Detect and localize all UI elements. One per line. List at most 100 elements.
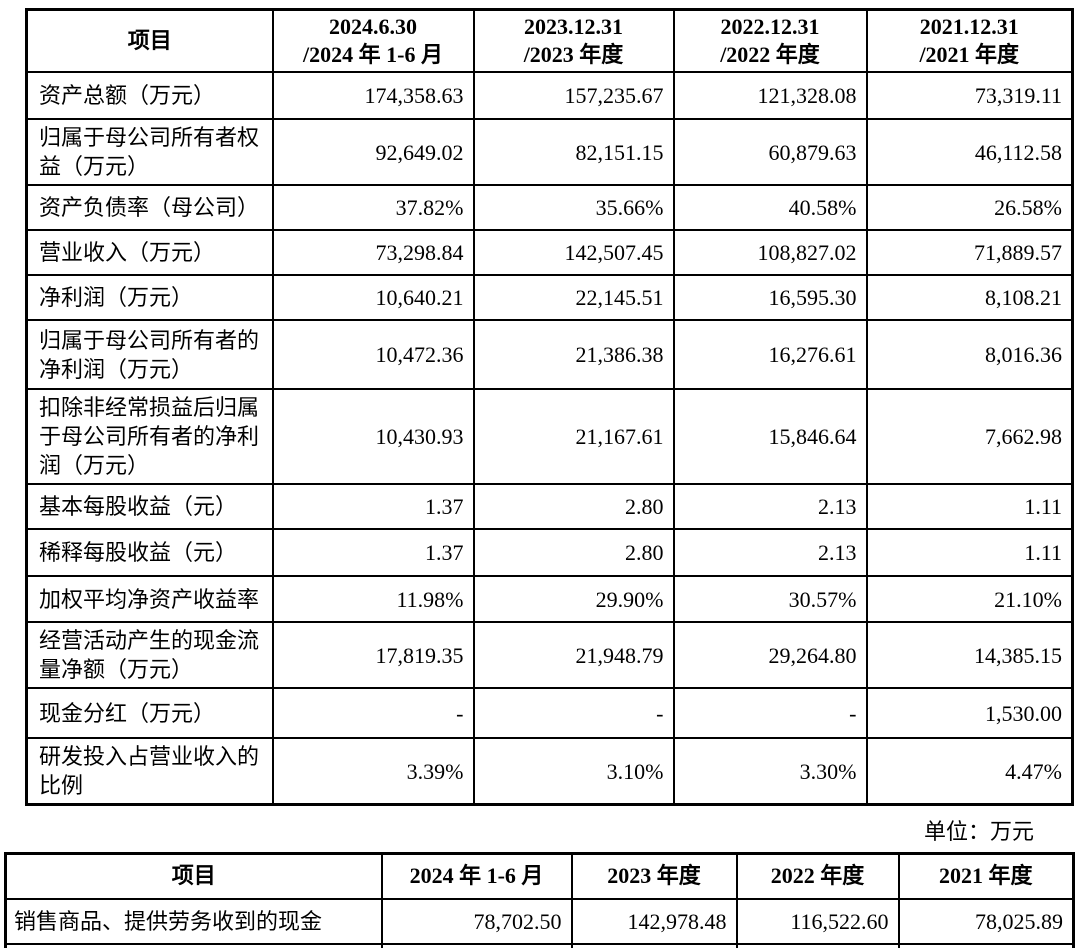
table-row: 研发投入占营业收入的比例 3.39% 3.10% 3.30% 4.47% xyxy=(25,737,1074,806)
value-cell xyxy=(897,942,1075,948)
row-label: 销售商品、提供劳务收到的现金 xyxy=(4,897,383,945)
period-date: 2023.12.31 xyxy=(524,14,623,39)
table-row: 归属于母公司所有者的净利润（万元） 10,472.36 21,386.38 16… xyxy=(25,319,1074,390)
column-header-period-2023: 2023 年度 xyxy=(570,852,738,900)
column-header-period-2021: 2021 年度 xyxy=(897,852,1075,900)
value-cell: 121,328.08 xyxy=(672,71,868,120)
value-cell: 10,472.36 xyxy=(271,319,475,390)
table-row: 经营活动产生的现金流量净额（万元） 17,819.35 21,948.79 29… xyxy=(25,621,1074,689)
value-cell: 1.37 xyxy=(271,528,475,577)
period-range: /2023 年度 xyxy=(523,42,624,67)
row-label: 资产总额（万元） xyxy=(25,71,274,120)
column-header-period-2022: 2022 年度 xyxy=(735,852,900,900)
table-row: 扣除非经常损益后归属于母公司所有者的净利润（万元） 10,430.93 21,1… xyxy=(25,388,1074,485)
value-cell: 4.47% xyxy=(865,737,1074,806)
cash-receipts-table: 项目 2024 年 1-6 月 2023 年度 2022 年度 2021 年度 … xyxy=(4,852,1075,948)
value-cell: 29,264.80 xyxy=(672,621,868,689)
value-cell: 82,151.15 xyxy=(472,118,675,186)
period-range: /2024 年 1-6 月 xyxy=(303,42,443,67)
value-cell: 2.80 xyxy=(472,528,675,577)
row-label: 归属于母公司所有者的净利润（万元） xyxy=(25,319,274,390)
value-cell: 21,948.79 xyxy=(472,621,675,689)
table-row: 资产总额（万元） 174,358.63 157,235.67 121,328.0… xyxy=(25,71,1074,120)
value-cell: 3.10% xyxy=(472,737,675,806)
value-cell: 2.80 xyxy=(472,483,675,530)
row-label: 归属于母公司所有者权益（万元） xyxy=(25,118,274,186)
table-row: 基本每股收益（元） 1.37 2.80 2.13 1.11 xyxy=(25,483,1074,530)
value-cell: 108,827.02 xyxy=(672,229,868,276)
value-cell: 71,889.57 xyxy=(865,229,1074,276)
value-cell: 7,662.98 xyxy=(865,388,1074,485)
value-cell: - xyxy=(672,687,868,739)
table-row: 归属于母公司所有者权益（万元） 92,649.02 82,151.15 60,8… xyxy=(25,118,1074,186)
column-header-item: 项目 xyxy=(25,8,274,73)
period-date: 2022.12.31 xyxy=(720,14,820,39)
value-cell: 46,112.58 xyxy=(865,118,1074,186)
value-cell: 78,025.89 xyxy=(897,897,1075,945)
value-cell: 22,145.51 xyxy=(472,274,675,321)
value-cell: 8,108.21 xyxy=(865,274,1074,321)
row-label: 基本每股收益（元） xyxy=(25,483,274,530)
value-cell: 1.37 xyxy=(271,483,475,530)
value-cell: 174,358.63 xyxy=(271,71,475,120)
table-row: 现金分红（万元） - - - 1,530.00 xyxy=(25,687,1074,739)
table-row: 资产负债率（母公司） 37.82% 35.66% 40.58% 26.58% xyxy=(25,184,1074,231)
table-row: 稀释每股收益（元） 1.37 2.80 2.13 1.11 xyxy=(25,528,1074,577)
value-cell: 16,276.61 xyxy=(672,319,868,390)
value-cell: 37.82% xyxy=(271,184,475,231)
value-cell: 116,522.60 xyxy=(735,897,900,945)
value-cell: 2.13 xyxy=(672,483,868,530)
value-cell: 92,649.02 xyxy=(271,118,475,186)
value-cell: 2.13 xyxy=(672,528,868,577)
value-cell: 73,319.11 xyxy=(865,71,1074,120)
value-cell: 30.57% xyxy=(672,575,868,623)
value-cell: 78,702.50 xyxy=(380,897,573,945)
value-cell: 21,386.38 xyxy=(472,319,675,390)
table-row: 销售商品、提供劳务收到的现金 78,702.50 142,978.48 116,… xyxy=(4,897,1075,945)
table-row: 营业收入（万元） 73,298.84 142,507.45 108,827.02… xyxy=(25,229,1074,276)
period-date: 2021.12.31 xyxy=(919,14,1019,39)
value-cell: 35.66% xyxy=(472,184,675,231)
column-header-period-2023: 2023.12.31 /2023 年度 xyxy=(472,8,675,73)
column-header-period-2024: 2024.6.30 /2024 年 1-6 月 xyxy=(271,8,475,73)
value-cell: 1.11 xyxy=(865,483,1074,530)
value-cell: 3.39% xyxy=(271,737,475,806)
value-cell: 14,385.15 xyxy=(865,621,1074,689)
table-row: 加权平均净资产收益率 11.98% 29.90% 30.57% 21.10% xyxy=(25,575,1074,623)
value-cell: 1,530.00 xyxy=(865,687,1074,739)
row-label: 加权平均净资产收益率 xyxy=(25,575,274,623)
value-cell: 11.98% xyxy=(271,575,475,623)
value-cell: 73,298.84 xyxy=(271,229,475,276)
period-range: /2021 年度 xyxy=(919,42,1020,67)
value-cell: 142,507.45 xyxy=(472,229,675,276)
value-cell: 16,595.30 xyxy=(672,274,868,321)
row-label: 营业收入（万元） xyxy=(25,229,274,276)
row-label: 研发投入占营业收入的比例 xyxy=(25,737,274,806)
value-cell: 10,430.93 xyxy=(271,388,475,485)
value-cell xyxy=(735,942,900,948)
value-cell: 17,819.35 xyxy=(271,621,475,689)
column-header-item: 项目 xyxy=(4,852,383,900)
row-label: 经营活动产生的现金流量净额（万元） xyxy=(25,621,274,689)
column-header-period-2022: 2022.12.31 /2022 年度 xyxy=(672,8,868,73)
row-label xyxy=(4,942,383,948)
value-cell xyxy=(570,942,738,948)
table-row-partial xyxy=(4,942,1075,948)
row-label: 净利润（万元） xyxy=(25,274,274,321)
unit-label: 单位：万元 xyxy=(923,819,1034,844)
column-header-period-2021: 2021.12.31 /2021 年度 xyxy=(865,8,1074,73)
value-cell: - xyxy=(472,687,675,739)
period-range: /2022 年度 xyxy=(720,42,820,67)
table-row: 净利润（万元） 10,640.21 22,145.51 16,595.30 8,… xyxy=(25,274,1074,321)
value-cell: 21,167.61 xyxy=(472,388,675,485)
value-cell: 29.90% xyxy=(472,575,675,623)
table-header-row: 项目 2024 年 1-6 月 2023 年度 2022 年度 2021 年度 xyxy=(4,852,1075,900)
value-cell xyxy=(380,942,573,948)
row-label: 资产负债率（母公司） xyxy=(25,184,274,231)
value-cell: 60,879.63 xyxy=(672,118,868,186)
value-cell: 157,235.67 xyxy=(472,71,675,120)
value-cell: 40.58% xyxy=(672,184,868,231)
row-label: 稀释每股收益（元） xyxy=(25,528,274,577)
value-cell: 1.11 xyxy=(865,528,1074,577)
value-cell: 142,978.48 xyxy=(570,897,738,945)
